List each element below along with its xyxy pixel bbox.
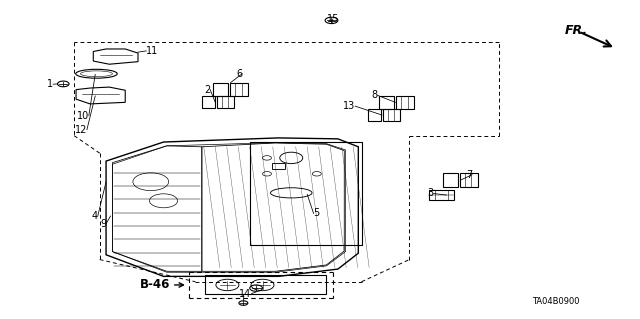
- Bar: [460, 174, 478, 187]
- Text: 11: 11: [147, 46, 159, 56]
- Bar: [443, 174, 458, 187]
- Bar: [230, 83, 248, 96]
- Text: 1: 1: [47, 79, 53, 89]
- Bar: [272, 163, 285, 169]
- Text: 13: 13: [343, 101, 355, 111]
- Text: 10: 10: [77, 111, 89, 121]
- Bar: [396, 96, 414, 109]
- Text: 15: 15: [326, 14, 339, 24]
- Text: B-46: B-46: [140, 278, 170, 292]
- Text: FR.: FR.: [564, 24, 588, 37]
- Bar: [368, 109, 381, 121]
- Bar: [217, 96, 234, 108]
- Text: 5: 5: [314, 209, 320, 219]
- Bar: [429, 190, 454, 200]
- Text: 2: 2: [204, 85, 210, 95]
- Text: 7: 7: [466, 170, 472, 180]
- Text: 8: 8: [371, 90, 378, 100]
- Text: 14: 14: [239, 288, 252, 299]
- Bar: [383, 109, 400, 121]
- Bar: [202, 96, 215, 108]
- Text: 9: 9: [100, 219, 106, 229]
- Text: TA04B0900: TA04B0900: [532, 297, 580, 306]
- Text: 3: 3: [428, 189, 434, 198]
- Text: 6: 6: [236, 69, 242, 79]
- Text: 4: 4: [92, 211, 98, 221]
- Text: 12: 12: [74, 125, 87, 135]
- Bar: [213, 83, 228, 96]
- Bar: [379, 96, 394, 109]
